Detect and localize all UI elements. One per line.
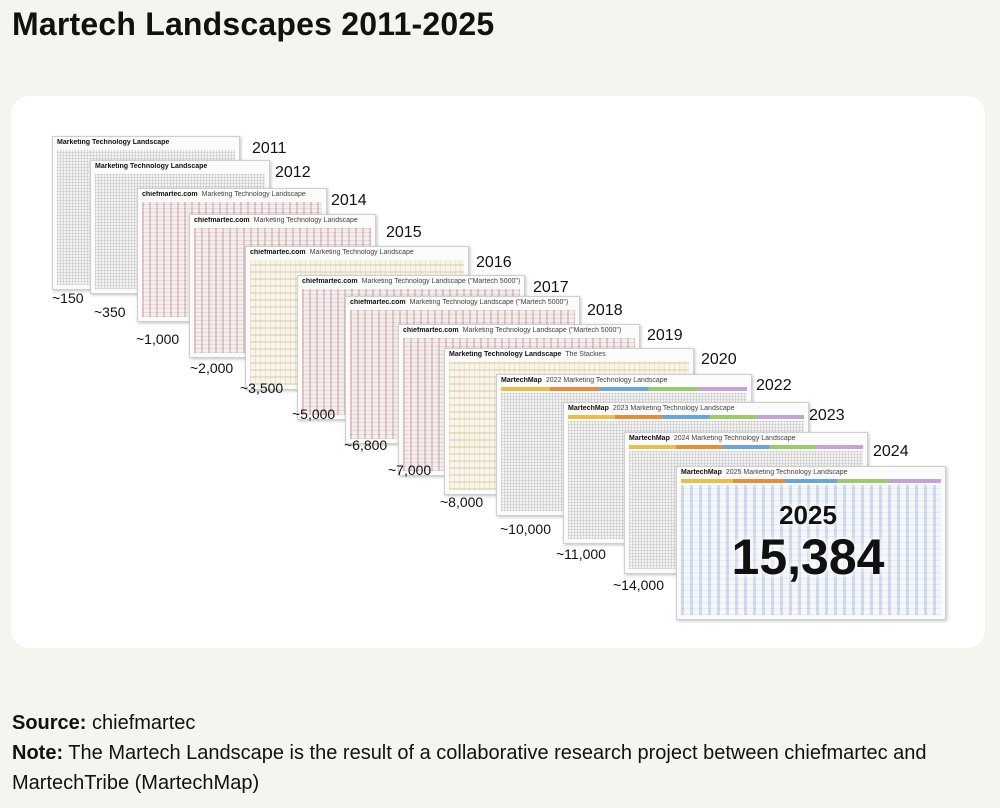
thumbnail-subtitle: 2025 Marketing Technology Landscape [725, 469, 848, 476]
note-line: Note: The Martech Landscape is the resul… [12, 738, 972, 798]
thumbnail-brand: chiefmartec.com [142, 191, 198, 198]
count-label: ~14,000 [613, 577, 664, 593]
year-label: 2011 [252, 140, 287, 157]
thumbnail-header: chiefmartec.com Marketing Technology Land… [250, 249, 464, 259]
year-label: 2017 [533, 279, 569, 296]
count-label: ~1,000 [136, 331, 180, 347]
count-label: ~2,000 [190, 360, 234, 376]
footer: Source: chiefmartec Note: The Martech La… [12, 708, 972, 798]
thumbnail-brand: chiefmartec.com [250, 249, 306, 256]
year-label: 2012 [275, 164, 311, 181]
thumbnail-subtitle: 2024 Marketing Technology Landscape [673, 435, 796, 442]
count-label: ~11,000 [556, 546, 606, 562]
source-label: Source: [12, 712, 87, 734]
thumbnail-header: chiefmartec.com Marketing Technology Land… [194, 217, 371, 227]
thumbnail-header: MartechMap 2025 Marketing Technology Land… [681, 469, 941, 479]
note-value: The Martech Landscape is the result of a… [12, 742, 927, 794]
thumbnail-header: MartechMap 2023 Marketing Technology Land… [568, 405, 804, 415]
count-label: ~150 [52, 290, 84, 306]
thumbnail-category-bar [568, 415, 804, 419]
thumbnail-category-bar [501, 387, 747, 391]
thumbnail-subtitle: Marketing Technology Landscape ("Martech… [361, 278, 520, 285]
thumbnail-subtitle: 2023 Marketing Technology Landscape [612, 405, 735, 412]
thumbnail-brand: Marketing Technology Landscape [449, 351, 562, 358]
thumbnail-category-bar [681, 479, 941, 483]
thumbnail-header: chiefmartec.com Marketing Technology Land… [142, 191, 322, 201]
thumbnail-brand: MartechMap [629, 435, 670, 442]
thumbnail-brand: Marketing Technology Landscape [57, 139, 170, 146]
thumbnail-header: MartechMap 2024 Marketing Technology Land… [629, 435, 863, 445]
count-label: ~6,800 [344, 437, 388, 453]
year-label: 2014 [331, 192, 367, 209]
count-label: ~3,500 [240, 380, 284, 396]
thumbnail-subtitle: Marketing Technology Landscape ("Martech… [409, 299, 569, 306]
thumbnail-brand: chiefmartec.com [403, 327, 459, 334]
page-title: Martech Landscapes 2011-2025 [12, 6, 495, 42]
thumbnail-brand: Marketing Technology Landscape [95, 163, 208, 170]
year-label: 2020 [701, 351, 737, 368]
thumbnail-brand: chiefmartec.com [302, 278, 358, 285]
highlight-count: 15,384 [731, 529, 885, 585]
count-label: ~10,000 [500, 521, 551, 537]
thumbnail-subtitle: Marketing Technology Landscape ("Martech… [462, 327, 622, 334]
thumbnail-subtitle: Marketing Technology Landscape [309, 249, 414, 256]
thumbnail-header: Marketing Technology Landscape [95, 163, 265, 173]
count-label: ~350 [94, 304, 126, 320]
year-label: 2022 [756, 377, 792, 394]
year-label: 2019 [647, 327, 683, 344]
thumbnail-brand: chiefmartec.com [194, 217, 250, 224]
note-label: Note: [12, 742, 64, 764]
thumbnail-header: Marketing Technology Landscape The Stacki… [449, 351, 689, 361]
thumbnail-header: MartechMap 2022 Marketing Technology Land… [501, 377, 747, 387]
source-value: chiefmartec [86, 712, 196, 734]
thumbnail-category-bar [629, 445, 863, 449]
year-label: 2015 [386, 224, 422, 241]
highlight-year: 2025 [779, 500, 837, 530]
thumbnail-brand: chiefmartec.com [350, 299, 406, 306]
year-label: 2023 [809, 407, 845, 424]
thumbnail-brand: MartechMap [501, 377, 542, 384]
thumbnail-brand: MartechMap [681, 469, 722, 476]
count-label: ~5,000 [292, 406, 336, 422]
thumbnail-subtitle: Marketing Technology Landscape [253, 217, 358, 224]
thumbnail-header: Marketing Technology Landscape [57, 139, 235, 149]
thumbnail-header: chiefmartec.com Marketing Technology Land… [302, 278, 520, 288]
thumbnail-brand: MartechMap [568, 405, 609, 412]
thumbnail-subtitle: Marketing Technology Landscape [201, 191, 306, 198]
landscape-thumbnail-2025: MartechMap 2025 Marketing Technology Land… [676, 466, 946, 620]
year-label: 2024 [873, 443, 909, 460]
thumbnail-subtitle: 2022 Marketing Technology Landscape [545, 377, 668, 384]
thumbnail-header: chiefmartec.com Marketing Technology Land… [350, 299, 575, 309]
count-label: ~8,000 [440, 494, 484, 510]
year-label: 2016 [476, 254, 512, 271]
year-label: 2018 [587, 302, 623, 319]
thumbnail-logo-grid [681, 485, 941, 615]
thumbnail-subtitle: The Stackies [565, 351, 606, 358]
thumbnail-header: chiefmartec.com Marketing Technology Land… [403, 327, 635, 337]
count-label: ~7,000 [388, 462, 432, 478]
source-line: Source: chiefmartec [12, 708, 972, 738]
